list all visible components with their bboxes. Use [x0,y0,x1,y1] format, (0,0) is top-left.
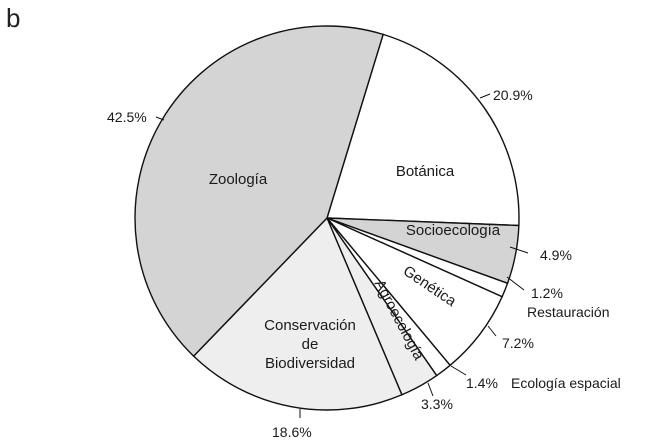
value-genetica: 7.2% [502,335,534,351]
label-ecologia-espacial: Ecología espacial [511,375,621,391]
panel-label: b [6,3,20,33]
value-ecologia-espacial: 1.4% [466,375,498,391]
leader-agroecologia [427,382,434,397]
value-conservacion: 18.6% [272,424,312,440]
slice-botanica [326,33,520,227]
leader-botanica [479,93,491,99]
label-conservacion-line-3: Biodiversidad [265,355,355,372]
label-socioecologia: Socioecología [406,222,501,239]
value-botanica: 20.9% [493,87,533,103]
leader-socioecologia [509,246,529,254]
leader-restauracion [506,276,525,291]
label-conservacion-line-1: Conservación [264,317,356,334]
label-restauracion: Restauración [527,304,610,320]
value-restauracion: 1.2% [531,285,563,301]
label-botanica: Botánica [396,163,455,180]
leader-lines [155,93,529,418]
pie-slices [134,25,520,411]
value-zoologia: 42.5% [107,109,147,125]
value-agroecologia: 3.3% [421,396,453,412]
value-socioecologia: 4.9% [540,247,572,263]
leader-ecologia-espacial [450,365,467,376]
slice-conservacion [192,216,403,411]
leader-genetica [487,325,497,337]
label-conservacion-line-2: de [302,336,319,353]
label-zoologia: Zoología [209,171,268,188]
slice-zoologia [134,25,385,358]
leader-zoologia [155,116,165,121]
